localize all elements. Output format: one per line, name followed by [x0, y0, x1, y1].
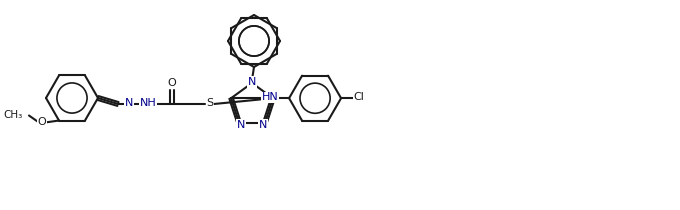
- Text: O: O: [37, 117, 46, 126]
- Text: NH: NH: [139, 98, 156, 108]
- Text: HN: HN: [262, 92, 278, 102]
- Text: CH₃: CH₃: [4, 110, 23, 119]
- Text: N: N: [259, 120, 267, 130]
- Text: Cl: Cl: [354, 92, 364, 102]
- Text: N: N: [125, 98, 133, 108]
- Text: S: S: [207, 98, 214, 108]
- Text: N: N: [237, 120, 245, 130]
- Text: N: N: [248, 77, 256, 87]
- Text: O: O: [168, 78, 176, 88]
